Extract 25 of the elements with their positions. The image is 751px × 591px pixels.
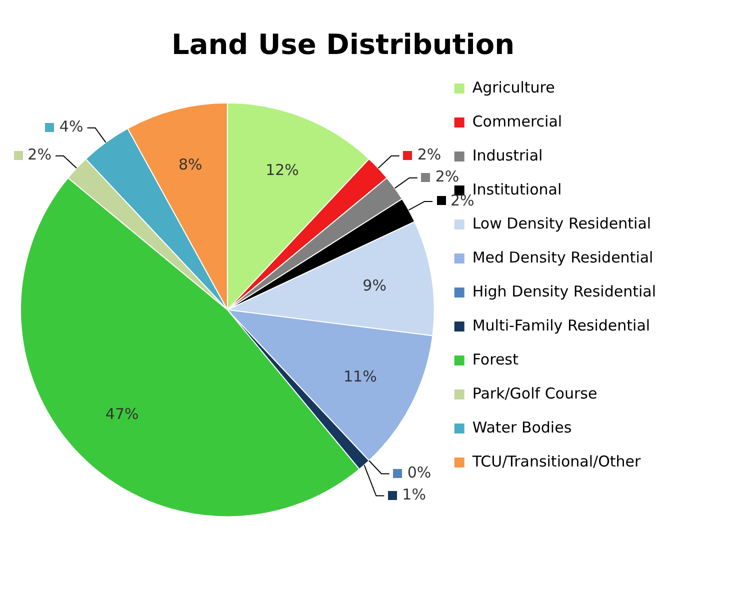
- legend-label: Commercial: [472, 112, 562, 130]
- data-label: 4%: [59, 118, 84, 136]
- legend-label: Park/Golf Course: [472, 384, 598, 402]
- legend-label: High Density Residential: [472, 282, 656, 300]
- legend-label: Industrial: [472, 146, 543, 164]
- data-label: 11%: [343, 367, 377, 386]
- data-label: 1%: [402, 486, 426, 504]
- text: 0%: [407, 464, 432, 482]
- data-label: 12%: [266, 161, 299, 180]
- chart-title: Land Use Distribution: [171, 28, 515, 62]
- data-label: 47%: [105, 405, 139, 424]
- data-label: 2%: [450, 191, 474, 210]
- legend-label: Multi-Family Residential: [472, 316, 650, 334]
- data-label: 2%: [417, 146, 442, 164]
- data-label: 2%: [28, 146, 52, 164]
- data-label: 9%: [362, 276, 386, 294]
- legend-label: Institutional: [472, 180, 562, 198]
- data-label: 2%: [435, 168, 460, 186]
- legend-label: TCU/Transitional/Other: [471, 452, 642, 470]
- legend-label: Low Density Residential: [472, 214, 652, 232]
- legend-label: Water Bodies: [472, 418, 572, 436]
- legend-label: Med Density Residential: [472, 248, 654, 266]
- legend-label: Forest: [472, 350, 518, 368]
- data-label: 8%: [178, 155, 202, 174]
- legend-label: Agriculture: [472, 78, 555, 96]
